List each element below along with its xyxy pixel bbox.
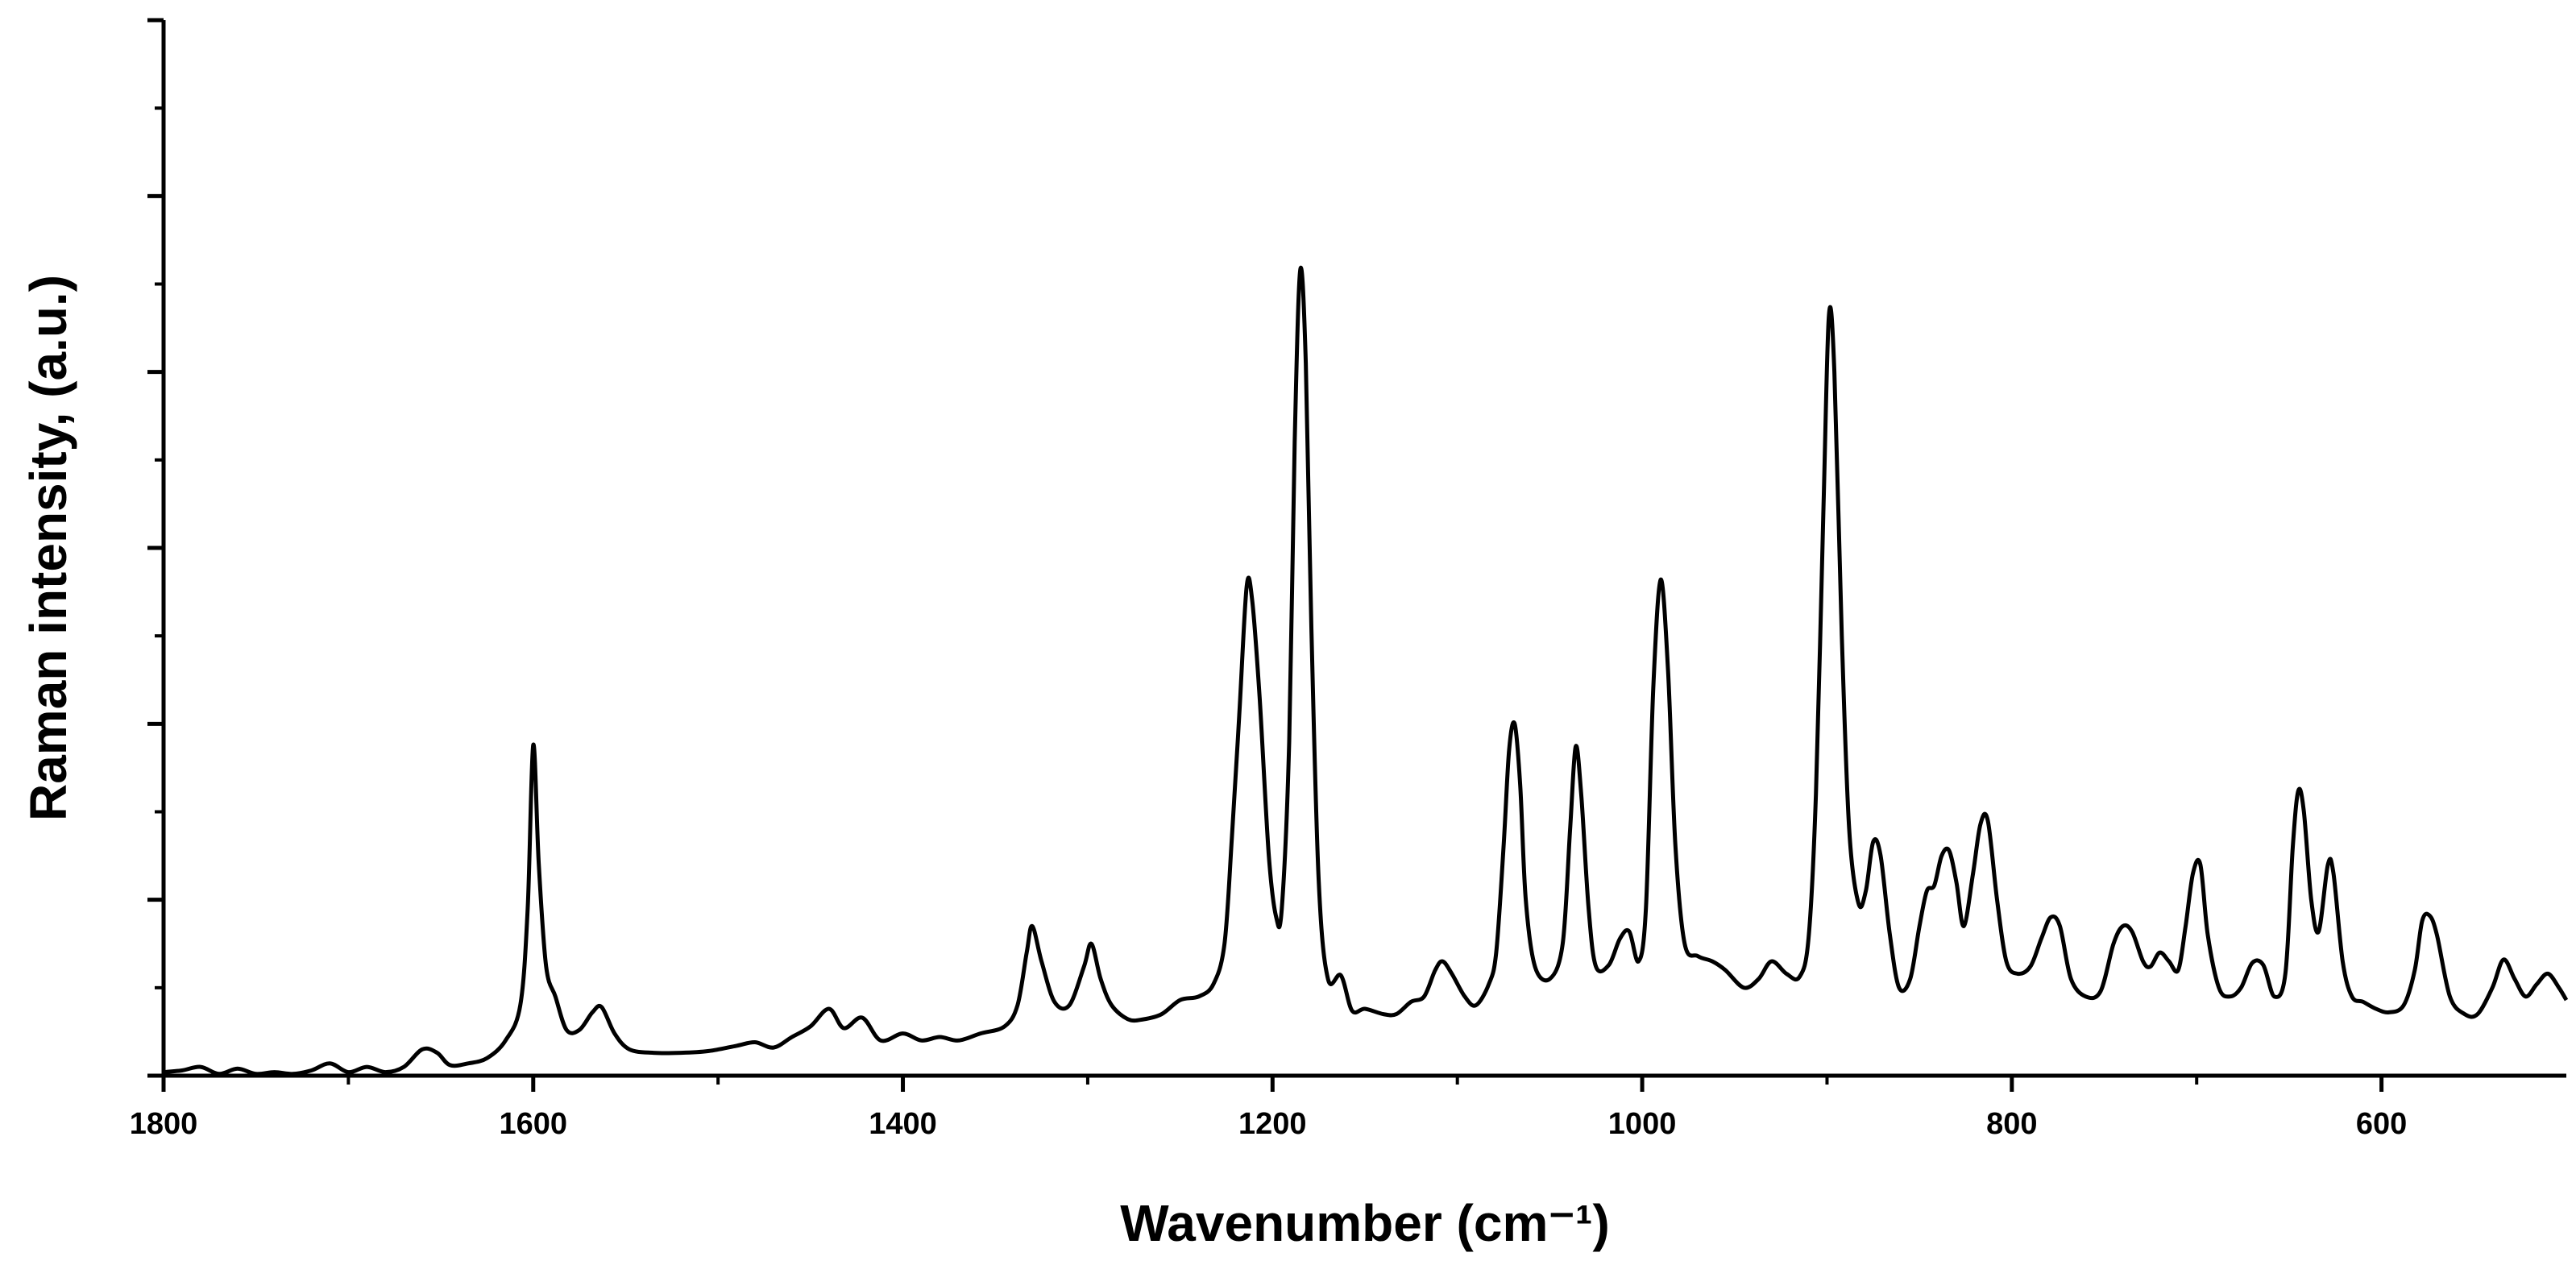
- x-tick-label: 1600: [499, 1107, 567, 1141]
- y-axis-ticks: [147, 18, 164, 1078]
- x-tick-label: 1400: [869, 1107, 937, 1141]
- spectrum-line-0: [163, 266, 2569, 1076]
- x-tick-label: 800: [1986, 1107, 2037, 1141]
- x-tick-label: 1200: [1238, 1107, 1307, 1141]
- y-axis-label: Raman intensity, (a.u.): [19, 275, 77, 821]
- x-axis-ticks: 1800 1600 1400 1200 1000 800 600: [130, 1076, 2407, 1141]
- x-tick-label: 600: [2356, 1107, 2407, 1141]
- plot-area: [163, 266, 2569, 1076]
- x-tick-label: 1000: [1608, 1107, 1677, 1141]
- x-axis-label: Wavenumber (cm⁻¹): [1120, 1194, 1610, 1252]
- x-tick-label: 1800: [130, 1107, 198, 1141]
